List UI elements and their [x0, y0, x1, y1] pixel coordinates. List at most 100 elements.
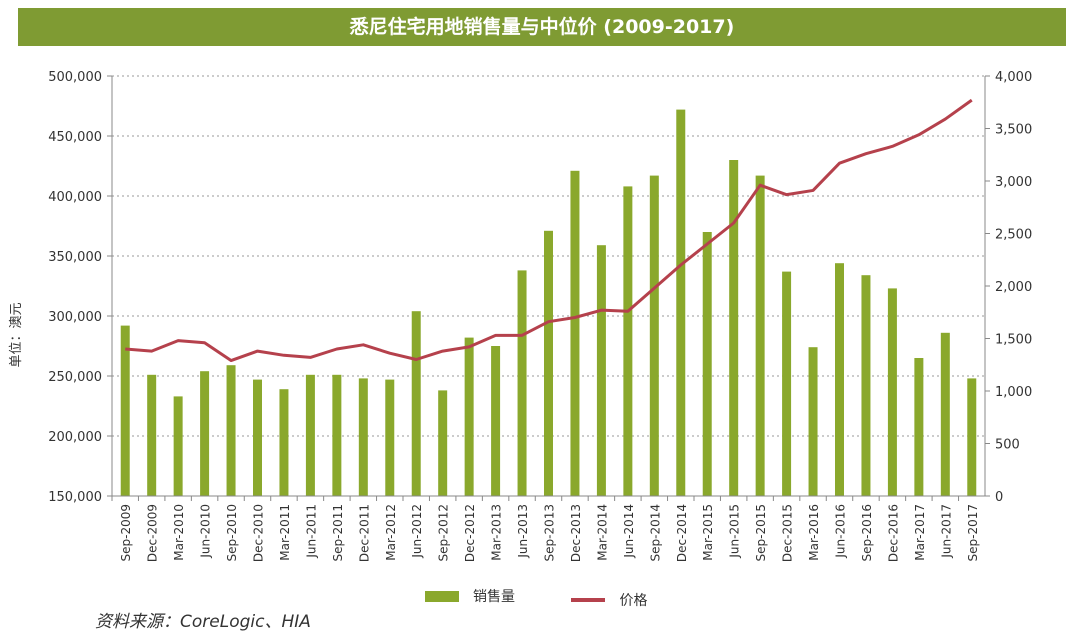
right-tick-label: 0 [995, 490, 1003, 505]
sales-bar [861, 275, 871, 496]
x-tick-label: Mar-2011 [278, 504, 292, 561]
sales-bar [147, 374, 157, 496]
sales-bar [940, 332, 950, 496]
x-tick-label: Sep-2015 [754, 504, 768, 562]
x-tick-label: Mar-2014 [595, 504, 609, 561]
x-tick-label: Mar-2017 [913, 504, 927, 561]
line-series [125, 98, 973, 363]
sales-bar [755, 175, 765, 496]
sales-bar [305, 374, 315, 496]
x-tick-label: Sep-2013 [543, 504, 557, 562]
sales-bar [491, 346, 501, 496]
right-tick-label: 1,500 [995, 333, 1032, 348]
legend-item-sales: 销售量 [425, 586, 515, 606]
left-tick-label: 150,000 [48, 490, 102, 505]
x-tick-label: Mar-2015 [701, 504, 715, 561]
right-tick-label: 4,000 [995, 70, 1032, 85]
sales-bar [623, 186, 633, 496]
chart-title: 悉尼住宅用地销售量与中位价 (2009-2017) [349, 16, 735, 38]
legend-line-swatch [571, 597, 606, 602]
x-tick-label: Sep-2011 [331, 504, 345, 562]
legend-item-price: 价格 [571, 590, 647, 610]
sales-bar [226, 365, 236, 496]
sales-bar [967, 378, 977, 496]
legend: 销售量 价格 [425, 586, 699, 610]
right-tick-label: 2,500 [995, 228, 1032, 243]
right-tick-label: 1,000 [995, 385, 1032, 400]
x-tick-label: Jun-2015 [728, 504, 742, 559]
x-tick-label: Jun-2012 [410, 504, 424, 559]
right-tick-label: 3,000 [995, 175, 1032, 190]
sales-bar [596, 245, 606, 496]
left-tick-label: 300,000 [48, 310, 102, 325]
x-tick-label: Jun-2013 [516, 504, 530, 559]
sales-bar [438, 390, 448, 496]
sales-bar [279, 389, 289, 496]
right-tick-label: 500 [995, 438, 1020, 453]
left-tick-label: 400,000 [48, 190, 102, 205]
legend-bar-swatch [425, 590, 459, 602]
x-tick-label: Mar-2010 [172, 504, 186, 561]
chart-title-banner: 悉尼住宅用地销售量与中位价 (2009-2017) [18, 8, 1066, 46]
sales-bar [358, 378, 368, 496]
sales-bar [385, 379, 395, 496]
sales-bar [173, 396, 183, 496]
sales-bar [887, 288, 897, 496]
x-tick-label: Dec-2011 [357, 504, 371, 562]
x-tick-label: Sep-2017 [966, 504, 980, 562]
sales-bar [332, 374, 342, 496]
right-axis-ticks: 0 500 1,000 1,500 2,000 2,500 3,000 3,500 4,000 [985, 70, 1032, 505]
source-note: 资料来源：CoreLogic、HIA [95, 612, 311, 632]
left-axis-ticks: 150,000 200,000 250,000 300,000 350,000 400,0… [48, 70, 112, 505]
x-tick-label: Dec-2015 [781, 504, 795, 562]
x-tick-label: Jun-2016 [834, 504, 848, 559]
x-tick-label: Sep-2009 [119, 504, 133, 562]
sales-bar [649, 175, 659, 496]
legend-label-sales: 销售量 [473, 589, 515, 605]
x-tick-label: Sep-2014 [648, 504, 662, 562]
x-tick-label: Dec-2012 [463, 504, 477, 562]
x-tick-label: Jun-2011 [304, 504, 318, 559]
x-tick-label: Jun-2014 [622, 504, 636, 559]
sales-bar [120, 325, 130, 496]
x-tick-label: Dec-2014 [675, 504, 689, 562]
x-tick-label: Jun-2010 [199, 504, 213, 559]
sales-bar [676, 109, 686, 496]
right-tick-label: 3,500 [995, 123, 1032, 138]
left-tick-label: 450,000 [48, 130, 102, 145]
sales-bar [782, 271, 792, 496]
x-tick-label: Dec-2013 [569, 504, 583, 562]
x-tick-label: Mar-2016 [807, 504, 821, 561]
sales-bar [702, 232, 712, 496]
x-tick-label: Jun-2017 [939, 504, 953, 559]
x-tick-label: Mar-2012 [384, 504, 398, 561]
sales-bar [253, 379, 262, 496]
sales-bar [544, 230, 553, 497]
legend-label-price: 价格 [619, 592, 648, 609]
left-tick-label: 200,000 [48, 430, 102, 445]
sales-bar [914, 358, 924, 496]
x-tick-label: Mar-2013 [490, 504, 504, 561]
left-tick-label: 500,000 [48, 70, 102, 85]
bar-series [120, 109, 977, 497]
y-axis-label: 单位：澳元 [8, 302, 24, 367]
sales-bar [570, 170, 580, 497]
right-tick-label: 2,000 [995, 280, 1032, 295]
x-tick-label: Dec-2016 [886, 504, 900, 562]
x-axis-ticks: Sep-2009 Dec-2009 Mar-2010 Jun-2010 Sep-2010… [111, 496, 980, 562]
x-tick-label: Sep-2016 [860, 504, 874, 562]
sales-bar [808, 347, 818, 496]
sales-bar [464, 337, 474, 496]
sales-bar [200, 371, 210, 496]
left-tick-label: 250,000 [48, 370, 102, 385]
sales-bar [729, 160, 739, 496]
x-tick-label: Dec-2009 [146, 504, 160, 562]
x-tick-label: Dec-2010 [252, 504, 266, 562]
sales-bar [517, 270, 527, 496]
sales-bar [411, 311, 421, 496]
left-tick-label: 350,000 [48, 250, 102, 265]
price-line [125, 98, 973, 363]
x-tick-label: Sep-2012 [437, 504, 451, 562]
sales-bar [835, 263, 844, 496]
